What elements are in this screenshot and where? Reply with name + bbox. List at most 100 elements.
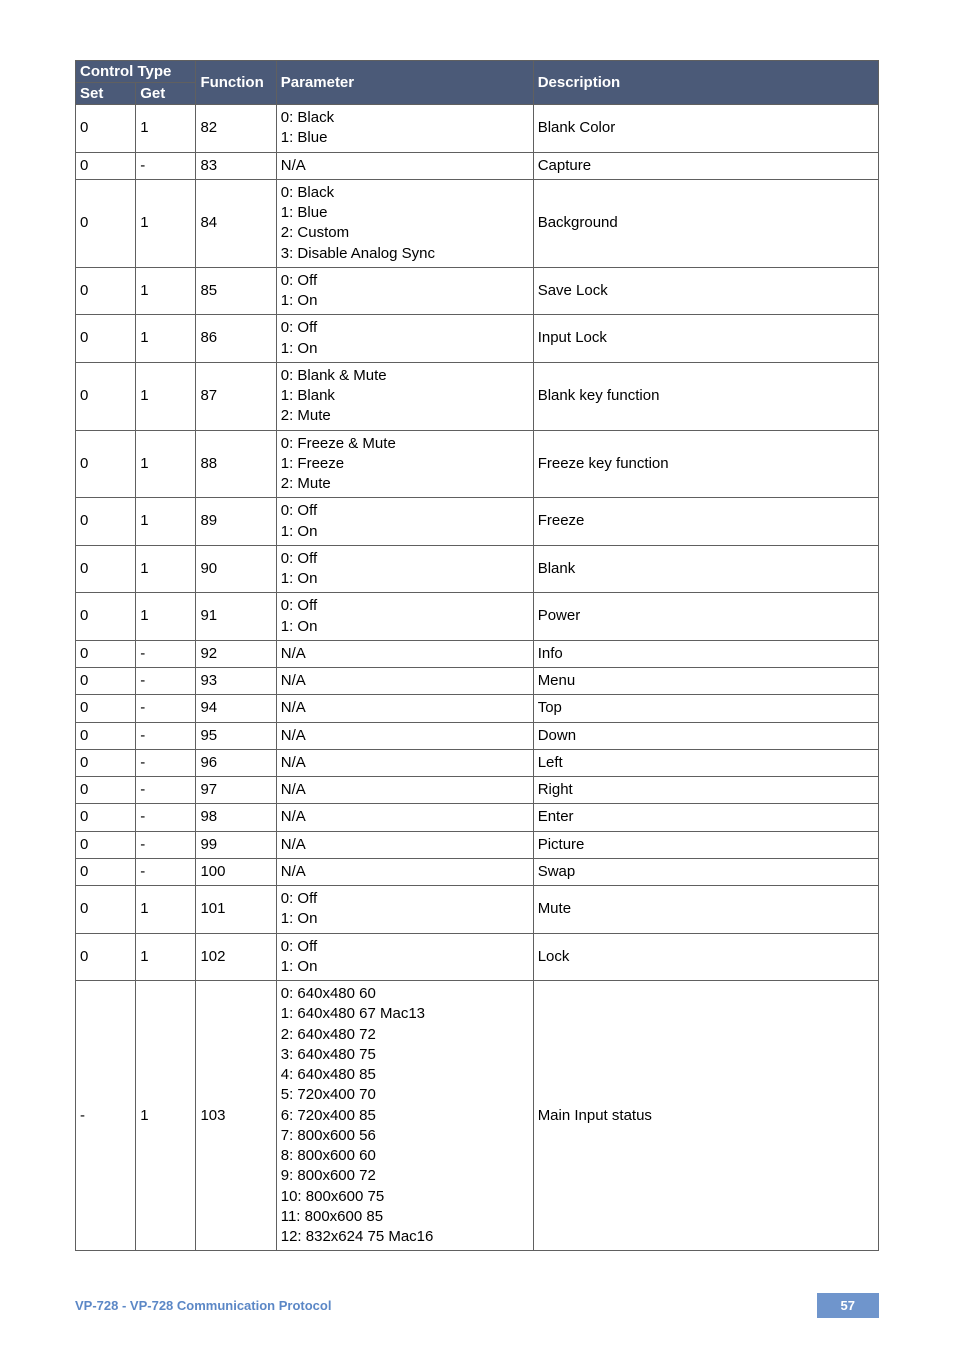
cell-get: -	[136, 831, 196, 858]
cell-get: 1	[136, 362, 196, 430]
cell-func: 99	[196, 831, 276, 858]
cell-set: 0	[76, 593, 136, 641]
table-row: 0-99N/APicture	[76, 831, 879, 858]
table-row: 0-92N/AInfo	[76, 640, 879, 667]
cell-desc: Freeze key function	[533, 430, 878, 498]
cell-set: 0	[76, 362, 136, 430]
table-row: 011010: Off 1: OnMute	[76, 886, 879, 934]
cell-func: 92	[196, 640, 276, 667]
header-parameter: Parameter	[276, 61, 533, 105]
cell-param: 0: Black 1: Blue 2: Custom 3: Disable An…	[276, 179, 533, 267]
table-row: -11030: 640x480 60 1: 640x480 67 Mac13 2…	[76, 981, 879, 1251]
cell-func: 101	[196, 886, 276, 934]
cell-set: 0	[76, 858, 136, 885]
cell-set: 0	[76, 933, 136, 981]
cell-desc: Top	[533, 695, 878, 722]
cell-set: 0	[76, 831, 136, 858]
cell-set: 0	[76, 695, 136, 722]
cell-param: N/A	[276, 668, 533, 695]
cell-param: N/A	[276, 749, 533, 776]
cell-func: 89	[196, 498, 276, 546]
table-row: 01900: Off 1: OnBlank	[76, 545, 879, 593]
header-get: Get	[136, 83, 196, 105]
cell-get: 1	[136, 886, 196, 934]
cell-param: 0: 640x480 60 1: 640x480 67 Mac13 2: 640…	[276, 981, 533, 1251]
cell-func: 84	[196, 179, 276, 267]
cell-desc: Blank Color	[533, 105, 878, 153]
cell-param: N/A	[276, 152, 533, 179]
table-row: 01870: Blank & Mute 1: Blank 2: MuteBlan…	[76, 362, 879, 430]
cell-get: 1	[136, 105, 196, 153]
cell-set: -	[76, 981, 136, 1251]
cell-set: 0	[76, 498, 136, 546]
cell-param: 0: Off 1: On	[276, 933, 533, 981]
cell-func: 96	[196, 749, 276, 776]
table-row: 01890: Off 1: OnFreeze	[76, 498, 879, 546]
cell-get: 1	[136, 430, 196, 498]
cell-desc: Left	[533, 749, 878, 776]
table-row: 0-98N/AEnter	[76, 804, 879, 831]
cell-get: -	[136, 777, 196, 804]
cell-desc: Down	[533, 722, 878, 749]
cell-func: 98	[196, 804, 276, 831]
cell-param: 0: Blank & Mute 1: Blank 2: Mute	[276, 362, 533, 430]
cell-desc: Input Lock	[533, 315, 878, 363]
table-head: Control Type Function Parameter Descript…	[76, 61, 879, 105]
cell-get: -	[136, 858, 196, 885]
header-function: Function	[196, 61, 276, 105]
cell-set: 0	[76, 179, 136, 267]
cell-param: N/A	[276, 722, 533, 749]
table-row: 011020: Off 1: OnLock	[76, 933, 879, 981]
cell-get: -	[136, 722, 196, 749]
cell-set: 0	[76, 315, 136, 363]
cell-param: 0: Off 1: On	[276, 593, 533, 641]
cell-desc: Right	[533, 777, 878, 804]
page-number-badge: 57	[817, 1293, 879, 1318]
cell-set: 0	[76, 749, 136, 776]
cell-param: 0: Freeze & Mute 1: Freeze 2: Mute	[276, 430, 533, 498]
cell-func: 83	[196, 152, 276, 179]
cell-set: 0	[76, 105, 136, 153]
cell-param: 0: Black 1: Blue	[276, 105, 533, 153]
cell-func: 102	[196, 933, 276, 981]
cell-func: 88	[196, 430, 276, 498]
cell-param: N/A	[276, 777, 533, 804]
cell-desc: Mute	[533, 886, 878, 934]
cell-set: 0	[76, 804, 136, 831]
cell-desc: Main Input status	[533, 981, 878, 1251]
cell-set: 0	[76, 430, 136, 498]
page-footer: VP-728 - VP-728 Communication Protocol 5…	[75, 1293, 879, 1318]
cell-get: -	[136, 695, 196, 722]
cell-func: 93	[196, 668, 276, 695]
cell-func: 90	[196, 545, 276, 593]
cell-func: 95	[196, 722, 276, 749]
cell-get: -	[136, 152, 196, 179]
cell-get: 1	[136, 315, 196, 363]
table-row: 0-95N/ADown	[76, 722, 879, 749]
cell-desc: Enter	[533, 804, 878, 831]
cell-func: 103	[196, 981, 276, 1251]
cell-set: 0	[76, 545, 136, 593]
table-row: 0-83N/ACapture	[76, 152, 879, 179]
cell-param: 0: Off 1: On	[276, 545, 533, 593]
cell-get: 1	[136, 267, 196, 315]
cell-func: 94	[196, 695, 276, 722]
cell-func: 97	[196, 777, 276, 804]
cell-func: 86	[196, 315, 276, 363]
table-row: 0-97N/ARight	[76, 777, 879, 804]
cell-desc: Picture	[533, 831, 878, 858]
table-row: 01850: Off 1: OnSave Lock	[76, 267, 879, 315]
cell-set: 0	[76, 777, 136, 804]
cell-desc: Background	[533, 179, 878, 267]
header-control-type: Control Type	[76, 61, 196, 83]
cell-desc: Blank	[533, 545, 878, 593]
cell-set: 0	[76, 152, 136, 179]
cell-desc: Power	[533, 593, 878, 641]
cell-set: 0	[76, 668, 136, 695]
cell-desc: Capture	[533, 152, 878, 179]
cell-get: 1	[136, 498, 196, 546]
cell-param: N/A	[276, 858, 533, 885]
cell-desc: Freeze	[533, 498, 878, 546]
cell-param: 0: Off 1: On	[276, 267, 533, 315]
table-row: 01910: Off 1: OnPower	[76, 593, 879, 641]
